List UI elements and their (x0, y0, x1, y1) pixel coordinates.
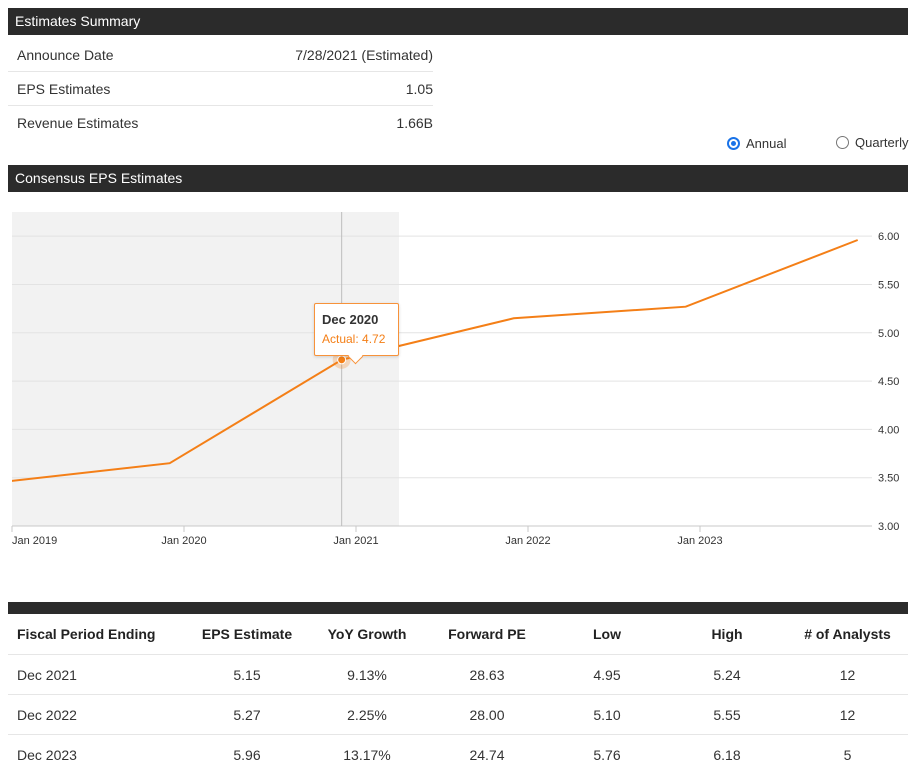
x-tick-label: Jan 2022 (505, 535, 550, 547)
tooltip-value: Actual: 4.72 (322, 331, 398, 347)
radio-unchecked-icon[interactable] (836, 136, 849, 149)
estimates-table-header-bar (8, 602, 908, 614)
annual-radio-label[interactable]: Annual (746, 136, 786, 151)
table-cell: 4.95 (547, 667, 667, 683)
tooltip-title: Dec 2020 (322, 312, 398, 328)
eps-chart: 3.00 3.50 4.00 4.50 5.00 5.50 6.00 Jan 2019 Jan … (0, 200, 917, 560)
tooltip-value-label: Actual (322, 332, 355, 346)
quarterly-radio-label[interactable]: Quarterly (855, 135, 908, 150)
table-cell: 13.17% (307, 747, 427, 763)
y-tick-label: 5.00 (878, 328, 899, 340)
y-tick-label: 3.00 (878, 521, 899, 533)
table-cell: Dec 2022 (8, 707, 187, 723)
chart-tooltip: Dec 2020 Actual: 4.72 (314, 303, 399, 356)
y-tick-label: 5.50 (878, 279, 899, 291)
table-cell: 5 (787, 747, 908, 763)
summary-value: 1.66B (396, 115, 433, 131)
table-cell: 5.76 (547, 747, 667, 763)
table-cell: 24.74 (427, 747, 547, 763)
column-header: # of Analysts (787, 626, 908, 642)
table-header-row: Fiscal Period Ending EPS Estimate YoY Gr… (8, 614, 908, 655)
table-cell: 5.55 (667, 707, 787, 723)
x-tick-label: Jan 2019 (12, 535, 57, 547)
summary-value: 1.05 (406, 81, 433, 97)
table-cell: Dec 2021 (8, 667, 187, 683)
column-header: Low (547, 626, 667, 642)
estimates-summary-header: Estimates Summary (8, 8, 908, 35)
y-tick-label: 4.50 (878, 376, 899, 388)
data-point-hovered (338, 356, 346, 364)
summary-label: EPS Estimates (17, 81, 110, 97)
summary-row-revenue-estimates: Revenue Estimates 1.66B (8, 106, 433, 140)
column-header: Forward PE (427, 626, 547, 642)
table-cell: 12 (787, 667, 908, 683)
actual-period-region (12, 212, 399, 526)
tooltip-value-number: 4.72 (362, 332, 385, 346)
column-header: Fiscal Period Ending (8, 626, 187, 642)
x-tick-label: Jan 2023 (677, 535, 722, 547)
consensus-eps-header: Consensus EPS Estimates (8, 165, 908, 192)
annual-radio[interactable]: Annual (727, 136, 786, 151)
table-cell: 9.13% (307, 667, 427, 683)
estimates-summary-title: Estimates Summary (15, 8, 908, 35)
radio-checked-icon[interactable] (727, 137, 740, 150)
summary-row-eps-estimates: EPS Estimates 1.05 (8, 72, 433, 106)
estimates-table: Fiscal Period Ending EPS Estimate YoY Gr… (8, 614, 908, 775)
column-header: High (667, 626, 787, 642)
x-tick-label: Jan 2021 (333, 535, 378, 547)
table-cell: Dec 2023 (8, 747, 187, 763)
y-tick-label: 3.50 (878, 473, 899, 485)
period-toggle: Annual Quarterly (727, 135, 908, 153)
summary-value: 7/28/2021 (Estimated) (295, 47, 433, 63)
summary-row-announce-date: Announce Date 7/28/2021 (Estimated) (8, 38, 433, 72)
table-cell: 6.18 (667, 747, 787, 763)
estimates-summary: Announce Date 7/28/2021 (Estimated) EPS … (8, 38, 433, 140)
consensus-eps-title: Consensus EPS Estimates (15, 165, 908, 192)
x-tick-label: Jan 2020 (161, 535, 206, 547)
table-cell: 12 (787, 707, 908, 723)
quarterly-radio[interactable]: Quarterly (836, 135, 908, 150)
table-cell: 5.15 (187, 667, 307, 683)
y-tick-label: 4.00 (878, 424, 899, 436)
table-cell: 28.00 (427, 707, 547, 723)
table-cell: 28.63 (427, 667, 547, 683)
eps-chart-svg: 3.00 3.50 4.00 4.50 5.00 5.50 6.00 Jan 2019 Jan … (0, 200, 917, 560)
y-tick-label: 6.00 (878, 231, 899, 243)
table-row: Dec 2022 5.27 2.25% 28.00 5.10 5.55 12 (8, 695, 908, 735)
table-row: Dec 2021 5.15 9.13% 28.63 4.95 5.24 12 (8, 655, 908, 695)
summary-label: Announce Date (17, 47, 114, 63)
table-cell: 5.96 (187, 747, 307, 763)
table-row: Dec 2023 5.96 13.17% 24.74 5.76 6.18 5 (8, 735, 908, 775)
table-cell: 5.27 (187, 707, 307, 723)
summary-label: Revenue Estimates (17, 115, 138, 131)
column-header: EPS Estimate (187, 626, 307, 642)
table-cell: 5.24 (667, 667, 787, 683)
table-cell: 2.25% (307, 707, 427, 723)
table-cell: 5.10 (547, 707, 667, 723)
column-header: YoY Growth (307, 626, 427, 642)
